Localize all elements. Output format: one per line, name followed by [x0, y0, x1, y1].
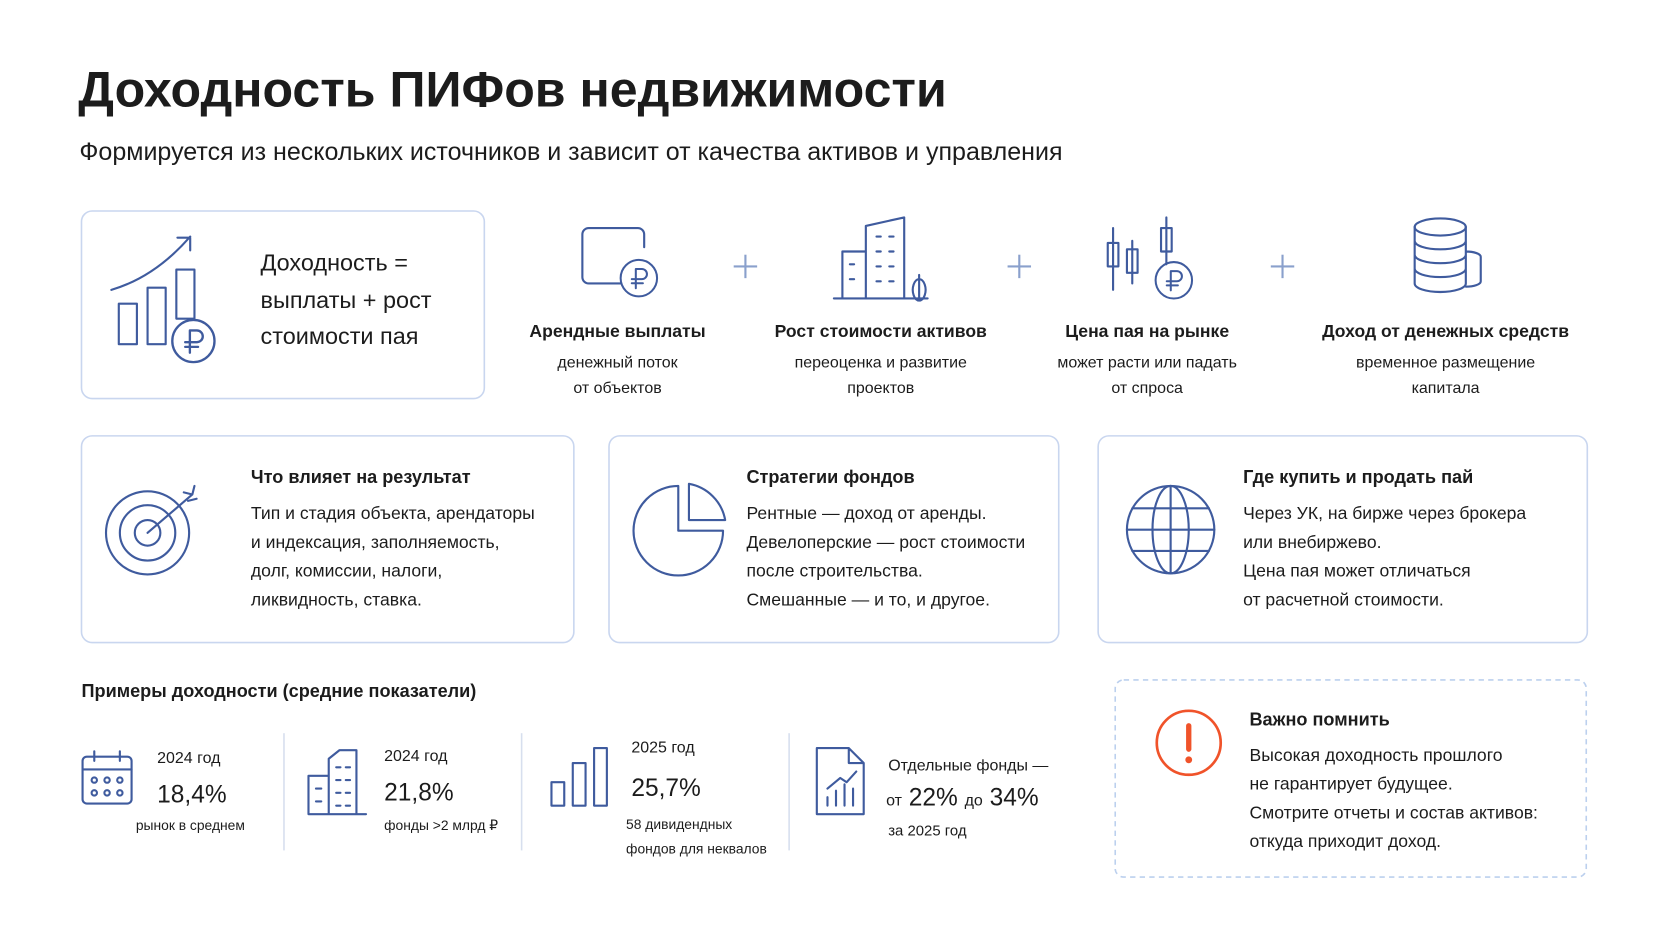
building-icon	[307, 749, 368, 816]
source-line: переоценка и развитие	[795, 355, 967, 372]
source-line: от объектов	[573, 380, 661, 397]
note-box	[1114, 679, 1588, 878]
pie-icon	[632, 482, 727, 577]
range: от 22% до 34%	[886, 785, 1039, 812]
note-line: не гарантирует будущее.	[1249, 774, 1452, 794]
ruble-icon	[619, 258, 659, 298]
card-line: Девелоперские — рост стоимости	[746, 532, 1025, 552]
formula-line: выплаты + рост	[261, 287, 432, 313]
card-line: долг, комиссии, налоги,	[251, 561, 442, 581]
period: за 2025 год	[888, 823, 967, 839]
target-icon	[104, 484, 198, 576]
title: Доходность ПИФов недвижимости	[78, 62, 946, 118]
section-title: Примеры доходности (средние показатели)	[81, 681, 476, 701]
note: 58 дивидендных	[626, 816, 732, 832]
note-line: Смотрите отчеты и состав активов:	[1249, 802, 1537, 822]
source-line: капитала	[1412, 380, 1480, 397]
card	[80, 435, 575, 644]
source-title: Цена пая на рынке	[1065, 321, 1229, 341]
source-line: может расти или падать	[1057, 355, 1236, 372]
formula-line: стоимости пая	[261, 323, 419, 349]
subtitle: Формируется из нескольких источников и з…	[79, 138, 1062, 166]
card-line: Смешанные — и то, и другое.	[746, 589, 990, 609]
source-title: Арендные выплаты	[529, 321, 705, 341]
source-title: Рост стоимости активов	[775, 321, 987, 341]
value: 22%	[909, 785, 958, 812]
period: 2025 год	[631, 739, 695, 756]
warning-icon	[1155, 709, 1223, 777]
note: рынок в среднем	[136, 817, 245, 833]
buildings-icon	[832, 216, 929, 302]
source-line: проектов	[847, 380, 914, 397]
card-line: Цена пая может отличаться	[1243, 561, 1471, 581]
lead: Отдельные фонды —	[888, 757, 1048, 774]
period: 2024 год	[157, 750, 221, 767]
card-title: Где купить и продать пай	[1243, 467, 1473, 487]
value: 18,4%	[157, 781, 226, 808]
card-line: после строительства.	[746, 561, 922, 581]
ruble-icon	[1154, 261, 1194, 300]
document-icon	[815, 747, 865, 816]
card-line: и индексация, заполняемость,	[251, 532, 500, 552]
period: 2024 год	[384, 748, 448, 765]
card-title: Что влияет на результат	[251, 467, 471, 487]
value: 34%	[990, 785, 1039, 812]
note-title: Важно помнить	[1249, 710, 1389, 730]
bars-icon	[550, 747, 608, 807]
coins-icon	[1413, 217, 1482, 294]
formula-line: Доходность =	[261, 250, 408, 276]
card-line: от расчетной стоимости.	[1243, 589, 1444, 609]
source-line: от спроса	[1111, 380, 1183, 397]
source-line: денежный поток	[557, 355, 678, 372]
card-line: Рентные — доход от аренды.	[746, 503, 986, 523]
note: фонды >2 млрд ₽	[384, 817, 498, 833]
wallet-icon	[581, 226, 646, 285]
value: 25,7%	[631, 775, 700, 802]
note-line: Высокая доходность прошлого	[1249, 745, 1502, 765]
card-title: Стратегии фондов	[746, 467, 914, 487]
note: фондов для неквалов	[626, 841, 767, 857]
card-line: ликвидность, ставка.	[251, 589, 422, 609]
growth-icon	[110, 235, 196, 346]
calendar-icon	[81, 750, 133, 805]
word: до	[965, 793, 983, 810]
card	[608, 435, 1060, 644]
source-line: временное размещение	[1356, 355, 1535, 372]
candles-icon	[1106, 216, 1173, 291]
value: 21,8%	[384, 779, 453, 806]
word: от	[886, 793, 903, 810]
card-line: Через УК, на бирже через брокера	[1243, 503, 1526, 523]
formula-box	[80, 210, 486, 400]
card-line: или внебиржево.	[1243, 532, 1381, 552]
globe-icon	[1125, 484, 1216, 575]
source-title: Доход от денежных средств	[1322, 321, 1569, 341]
card-line: Тип и стадия объекта, арендаторы	[251, 503, 535, 523]
card	[1097, 435, 1589, 644]
note-line: откуда приходит доход.	[1249, 831, 1441, 851]
